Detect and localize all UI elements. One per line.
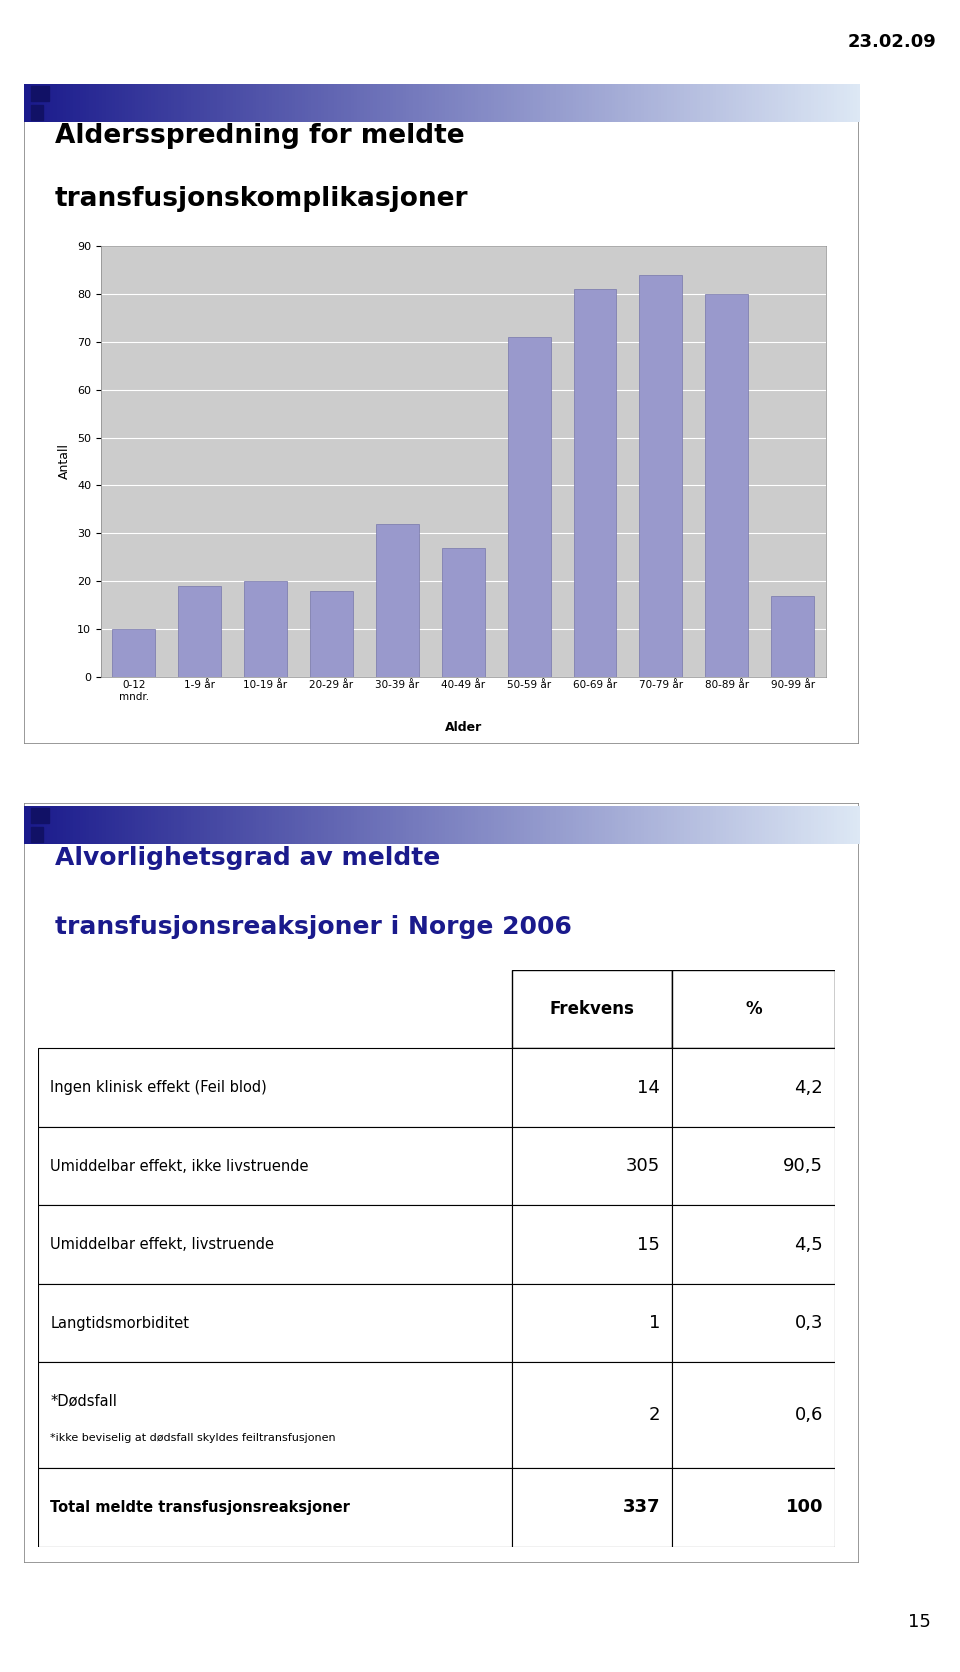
Bar [513,1127,672,1206]
Text: Umiddelbar effekt, ikke livstruende: Umiddelbar effekt, ikke livstruende [50,1159,309,1174]
Bar [38,1468,513,1547]
Text: 0,6: 0,6 [795,1406,824,1425]
Text: *Dødsfall: *Dødsfall [50,1393,117,1408]
Text: 15: 15 [637,1236,660,1254]
Text: 1: 1 [649,1314,660,1333]
Bar [31,828,43,843]
Bar [513,1048,672,1127]
Text: transfusjonsreaksjoner i Norge 2006: transfusjonsreaksjoner i Norge 2006 [55,915,571,940]
Text: 305: 305 [626,1157,660,1175]
Bar [31,808,49,823]
Bar [672,1206,835,1284]
Bar [513,1206,672,1284]
Text: 0,3: 0,3 [795,1314,824,1333]
Text: Frekvens: Frekvens [550,1000,635,1018]
Bar [672,1363,835,1468]
Bar [672,1468,835,1547]
Y-axis label: Antall: Antall [59,443,71,480]
Bar [513,970,672,1048]
Bar [38,1284,513,1363]
Text: transfusjonskomplikasjoner: transfusjonskomplikasjoner [55,186,468,212]
Bar [672,1048,835,1127]
Text: 15: 15 [908,1613,931,1630]
Bar [38,1206,513,1284]
Bar [573,289,616,677]
Bar [672,1284,835,1363]
Bar [672,970,835,1048]
Bar [442,548,485,677]
Text: Alvorlighetsgrad av meldte: Alvorlighetsgrad av meldte [55,846,440,869]
Bar [672,1127,835,1206]
Text: Langtidsmorbiditet: Langtidsmorbiditet [50,1316,189,1331]
Bar [771,595,814,677]
X-axis label: Alder: Alder [444,721,482,734]
Text: 337: 337 [622,1498,660,1517]
Bar [38,1048,513,1127]
Bar [244,582,287,677]
Text: 23.02.09: 23.02.09 [848,33,936,50]
Text: 2: 2 [648,1406,660,1425]
Text: 4,2: 4,2 [795,1078,824,1097]
Text: 100: 100 [785,1498,824,1517]
Text: 90,5: 90,5 [783,1157,824,1175]
Bar [513,1468,672,1547]
Bar [513,1284,672,1363]
Bar [38,1127,513,1206]
Text: Umiddelbar effekt, livstruende: Umiddelbar effekt, livstruende [50,1237,275,1252]
Bar [38,1363,513,1468]
Bar [639,274,683,677]
Text: *ikke beviselig at dødsfall skyldes feiltransfusjonen: *ikke beviselig at dødsfall skyldes feil… [50,1433,336,1443]
Bar [508,336,550,677]
Text: %: % [745,1000,762,1018]
Bar [376,523,419,677]
Text: 4,5: 4,5 [795,1236,824,1254]
Text: Aldersspredning for meldte: Aldersspredning for meldte [55,124,465,149]
Bar [31,85,49,100]
Bar [310,590,353,677]
Bar [513,1363,672,1468]
Bar [112,629,156,677]
Bar [179,587,221,677]
Text: Ingen klinisk effekt (Feil blod): Ingen klinisk effekt (Feil blod) [50,1080,267,1095]
Text: 14: 14 [637,1078,660,1097]
Bar [706,294,748,677]
Text: Total meldte transfusjonsreaksjoner: Total meldte transfusjonsreaksjoner [50,1500,350,1515]
Bar [31,105,43,120]
